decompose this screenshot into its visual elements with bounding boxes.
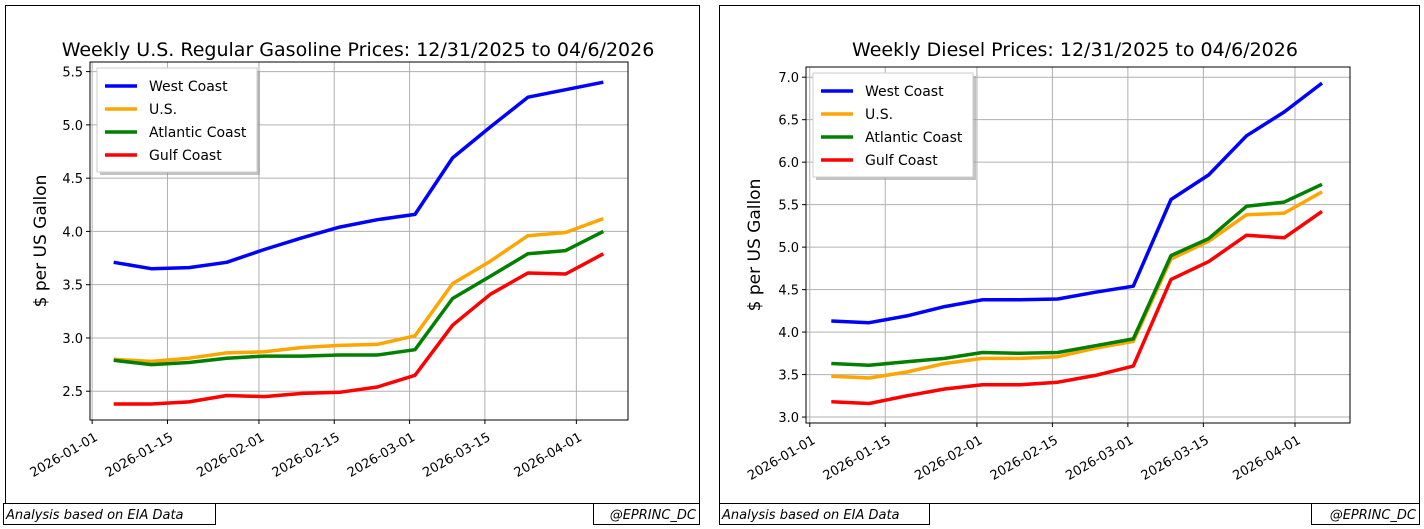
y-tick-label: 5.5	[62, 66, 83, 81]
footer-source-text: Analysis based on EIA Data	[5, 508, 184, 523]
legend-label: Atlantic Coast	[149, 125, 247, 141]
plot-area-border	[805, 66, 1351, 424]
chart-title: Weekly Diesel Prices: 12/31/2025 to 04/6…	[852, 39, 1298, 61]
footer-handle-box	[1311, 503, 1420, 525]
footer-handle-text: @EPRINC_DC	[1330, 508, 1417, 523]
y-tick-label: 5.5	[778, 199, 799, 214]
footer-source-box	[3, 503, 216, 525]
series-line-u-s	[831, 190, 1323, 380]
y-axis-label: $ per US Gallon	[31, 175, 51, 308]
footer-source-box	[719, 503, 930, 525]
y-tick-label: 4.5	[62, 172, 83, 187]
series-line-west-coast	[831, 81, 1324, 325]
y-tick-label: 6.5	[778, 114, 799, 129]
series-line-atlantic-coast	[113, 229, 605, 367]
chart-title: Weekly U.S. Regular Gasoline Prices: 12/…	[62, 39, 655, 61]
legend-label: West Coast	[865, 84, 944, 100]
footer-handle-box	[593, 503, 700, 525]
y-tick-label: 5.0	[62, 119, 83, 134]
y-tick-label: 3.5	[62, 279, 83, 294]
series-line-atlantic-coast	[831, 182, 1323, 367]
y-tick-label: 5.0	[778, 241, 799, 256]
legend-label: U.S.	[865, 107, 893, 123]
gasoline-chart: Weekly U.S. Regular Gasoline Prices: 12/…	[3, 5, 700, 525]
y-tick-label: 4.0	[778, 326, 799, 341]
y-tick-label: 4.0	[62, 225, 83, 240]
series-line-u-s	[113, 216, 604, 364]
y-tick-label: 4.5	[778, 284, 799, 299]
legend-label: West Coast	[149, 79, 228, 95]
legend-label: Gulf Coast	[149, 148, 222, 164]
y-tick-label: 7.0	[778, 71, 799, 86]
y-tick-label: 3.5	[778, 369, 799, 384]
y-tick-label: 2.5	[62, 385, 83, 400]
y-tick-label: 3.0	[62, 332, 83, 347]
footer-handle-text: @EPRINC_DC	[610, 508, 697, 523]
diesel-chart: Weekly Diesel Prices: 12/31/2025 to 04/6…	[719, 5, 1420, 525]
series-line-gulf-coast	[113, 252, 605, 406]
series-line-gulf-coast	[831, 209, 1324, 406]
y-tick-label: 6.0	[778, 156, 799, 171]
y-tick-label: 3.0	[778, 411, 799, 426]
legend-label: Gulf Coast	[865, 153, 938, 169]
series-line-west-coast	[113, 80, 604, 271]
y-axis-label: $ per US Gallon	[745, 179, 765, 312]
legend-label: Atlantic Coast	[865, 130, 963, 146]
footer-source-text: Analysis based on EIA Data	[721, 508, 900, 523]
legend-label: U.S.	[149, 102, 177, 118]
plot-area-border	[89, 61, 629, 421]
